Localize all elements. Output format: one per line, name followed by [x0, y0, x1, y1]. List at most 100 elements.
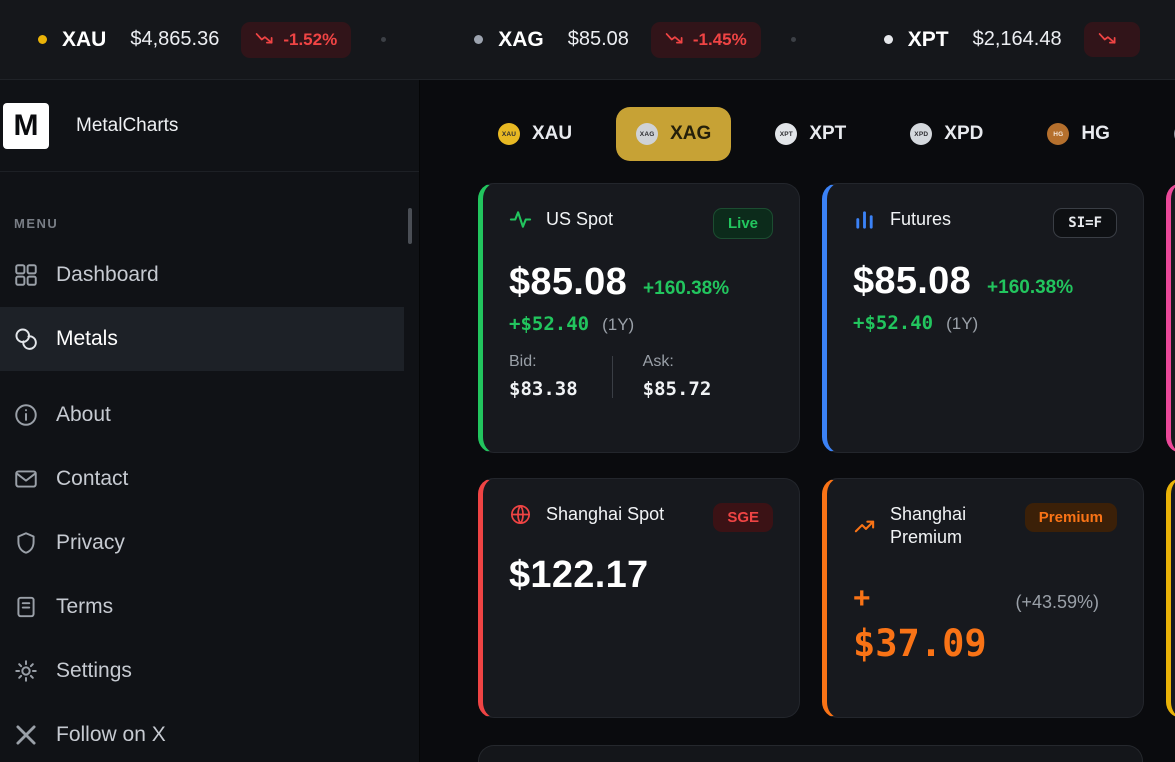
premium-badge: Premium: [1024, 503, 1117, 532]
bar-chart-icon: [853, 208, 876, 231]
tab-label: HG: [1081, 123, 1110, 144]
ticker-change-badge: [1083, 22, 1140, 57]
document-icon: [13, 594, 56, 620]
tab-xpd[interactable]: XPD XPD: [890, 107, 1003, 161]
ticker-symbol: XPT: [907, 27, 949, 51]
price-cards-grid: US Spot Live $85.08 +160.38% +$52.40 (1Y…: [478, 183, 1175, 718]
card-title: US Spot: [546, 209, 614, 229]
card-title-wrap: Shanghai Premium: [853, 503, 1008, 550]
tab-label: XAG: [670, 123, 712, 144]
ali-coin-icon: ALI: [1173, 123, 1175, 145]
price-row: $122.17: [509, 554, 773, 597]
hg-coin-icon: HG: [1047, 123, 1070, 145]
futures-symbol-badge: SI=F: [1053, 208, 1117, 238]
ticker-change-badge: -1.45%: [650, 21, 761, 58]
ticker-change-value: -1.52%: [283, 29, 338, 49]
trend-down-icon: [255, 30, 274, 49]
xpt-dot-icon: [883, 35, 893, 44]
premium-change-row: + (+43.59%): [853, 582, 1117, 616]
ticker-change-badge: -1.52%: [241, 21, 352, 58]
ask-column: Ask: $85.72: [643, 353, 712, 400]
info-circle-icon: [13, 402, 56, 428]
card-title: Futures: [890, 209, 952, 229]
tab-xag[interactable]: XAG XAG: [616, 107, 732, 161]
sidebar-item-settings[interactable]: Settings: [0, 639, 404, 703]
change-percent: +160.38%: [987, 277, 1074, 298]
card-header: Shanghai Spot SGE: [509, 503, 773, 532]
sidebar-nav: Dashboard Metals About Contact Pri: [0, 243, 419, 762]
main-content: XAU XAU XAG XAG XPT XPT XPD XPD HG HG AL…: [421, 80, 1175, 762]
nav-spacer: [0, 371, 419, 383]
sidebar: M MetalCharts MENU Dashboard Metals Abou…: [0, 80, 420, 762]
brand-header: M MetalCharts: [0, 80, 419, 172]
spot-price: $85.08: [509, 261, 628, 303]
shanghai-premium-card: Shanghai Premium Premium + (+43.59%) $37…: [822, 478, 1144, 718]
ticker-symbol: XAG: [498, 27, 544, 51]
sidebar-item-metals[interactable]: Metals: [0, 307, 404, 371]
sidebar-scrollbar-thumb[interactable]: [408, 208, 412, 244]
ticker-price: $85.08: [567, 28, 629, 50]
sidebar-item-label: Terms: [56, 595, 114, 618]
sidebar-item-about[interactable]: About: [0, 383, 404, 447]
price-row: $85.08 +160.38%: [509, 261, 773, 304]
xau-coin-icon: XAU: [498, 123, 520, 145]
sidebar-item-label: Settings: [56, 659, 132, 682]
tab-xpt[interactable]: XPT XPT: [755, 107, 866, 161]
sidebar-item-terms[interactable]: Terms: [0, 575, 404, 639]
trend-down-icon: [665, 30, 684, 49]
premium-plus-sign: +: [853, 581, 871, 615]
change-period: (1Y): [602, 315, 635, 334]
xag-coin-icon: XAG: [636, 123, 659, 145]
tab-xau[interactable]: XAU XAU: [478, 107, 592, 161]
xpd-coin-icon: XPD: [910, 123, 933, 145]
bid-label: Bid:: [509, 353, 537, 370]
metal-tabs: XAU XAU XAG XAG XPT XPT XPD XPD HG HG AL…: [478, 106, 1175, 162]
tab-ali[interactable]: ALI ALI: [1154, 107, 1175, 161]
ticker-item-xau[interactable]: XAU $4,865.36 -1.52%: [38, 21, 352, 58]
shield-icon: [13, 530, 56, 556]
us-spot-card: US Spot Live $85.08 +160.38% +$52.40 (1Y…: [478, 183, 800, 453]
shanghai-spot-price: $122.17: [509, 554, 649, 596]
shanghai-spot-card: Shanghai Spot SGE $122.17: [478, 478, 800, 718]
trend-up-icon: [853, 515, 876, 538]
premium-price: $37.09: [853, 621, 987, 665]
ticker-item-xpt[interactable]: XPT $2,164.48: [883, 22, 1140, 57]
bid-column: Bid: $83.38: [509, 353, 578, 400]
change-absolute: +$52.40: [509, 313, 590, 335]
xag-dot-icon: [474, 35, 484, 44]
change-row: +$52.40 (1Y): [509, 313, 773, 335]
sidebar-item-privacy[interactable]: Privacy: [0, 511, 404, 575]
sidebar-item-label: Contact: [56, 467, 129, 490]
sidebar-item-contact[interactable]: Contact: [0, 447, 404, 511]
card-title-wrap: Shanghai Spot: [509, 503, 664, 526]
ticker-change-value: -1.45%: [692, 29, 747, 49]
gear-icon: [13, 658, 56, 684]
card-title-wrap: Futures: [853, 208, 951, 231]
dashboard-grid-icon: [13, 262, 56, 288]
ticker-separator-dot: [790, 37, 796, 42]
xau-dot-icon: [38, 35, 47, 44]
tab-label: XPT: [809, 123, 847, 144]
card-header: US Spot Live: [509, 208, 773, 239]
price-row: $85.08 +160.38%: [853, 260, 1117, 303]
xpt-coin-icon: XPT: [775, 123, 798, 145]
envelope-icon: [13, 466, 56, 492]
bid-value: $83.38: [509, 378, 578, 400]
bid-ask-section: Bid: $83.38 Ask: $85.72: [509, 353, 773, 400]
ticker-item-xag[interactable]: XAG $85.08 -1.45%: [474, 21, 761, 58]
card-header: Shanghai Premium Premium: [853, 503, 1117, 550]
partial-card-pink: [1166, 183, 1175, 453]
price-ticker-bar: XAU $4,865.36 -1.52% XAG $85.08 -1.45% X…: [0, 0, 1175, 80]
metalcharts-logo: M: [3, 102, 49, 149]
change-percent: +160.38%: [643, 278, 730, 299]
sidebar-item-dashboard[interactable]: Dashboard: [0, 243, 404, 307]
sidebar-item-follow-x[interactable]: Follow on X: [0, 703, 404, 762]
futures-price: $85.08: [853, 260, 972, 302]
futures-card: Futures SI=F $85.08 +160.38% +$52.40 (1Y…: [822, 183, 1144, 453]
ticker-separator-dot: [381, 37, 387, 42]
tab-hg[interactable]: HG HG: [1027, 107, 1130, 161]
chart-panel-top-edge: [478, 745, 1143, 762]
sge-badge: SGE: [713, 503, 773, 532]
sidebar-item-label: Metals: [56, 327, 118, 350]
sidebar-item-label: Follow on X: [56, 723, 166, 746]
